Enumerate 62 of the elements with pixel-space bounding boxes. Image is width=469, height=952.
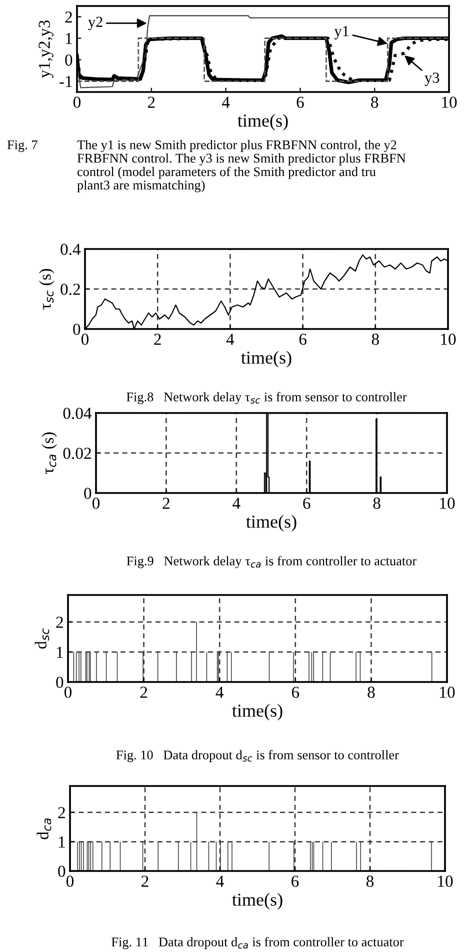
x-tick-label: 8 (371, 96, 378, 108)
y-tick-label: 1 (66, 33, 72, 44)
y-tick-label: 0.02 (63, 448, 91, 460)
x-tick-label: 2 (142, 876, 148, 887)
y-tick-label: 0.4 (60, 244, 81, 256)
caption: Fig.8 Network delay τ$_{sc}$ is from sensor to controller (126, 392, 407, 404)
x-tick-label: 4 (222, 96, 230, 108)
y-tick-label: 0.2 (60, 284, 80, 296)
x-tick-label: 10 (440, 686, 455, 698)
caption: Fig. 10 Data dropout d$_{sc}$ is from sensor to controller (116, 750, 399, 762)
x-tick-label: 2 (162, 498, 170, 509)
text: The y1 is new Smith predictor plus FRBFNN control, the y2 FRBFNN control. The y3 is new Smith predictor plus FRBFN control (model parameters of the Smith predictor and tru plant3 are mismatching) (77, 140, 406, 192)
line-series (77, 15, 449, 88)
y-tick-label: 0 (73, 324, 80, 335)
x-tick-label: 10 (442, 96, 457, 108)
x-tick-label: 4 (216, 876, 224, 887)
x-tick-label: 2 (154, 334, 161, 345)
x-axis-title: time(s) (241, 351, 292, 368)
x-tick-label: 6 (292, 876, 299, 887)
y-tick-label: 1 (58, 836, 65, 848)
x-tick-label: 8 (368, 686, 375, 698)
y-tick-label: 0 (65, 54, 72, 66)
x-tick-label: 6 (296, 96, 304, 108)
caption: Fig.9 Network delay τ$_{ca}$ is from controller to actuator (126, 556, 416, 568)
caption: Fig. 7 (7, 140, 38, 152)
x-axis-title: time(s) (232, 704, 282, 720)
y-tick-label: 1 (56, 646, 63, 658)
x-tick-label: 4 (232, 498, 240, 509)
annotation: y3 (424, 72, 440, 86)
x-tick-label: 10 (440, 498, 455, 509)
x-tick-label: 4 (226, 334, 234, 345)
x-tick-label: 10 (438, 876, 453, 887)
y-tick-label: 0 (58, 866, 66, 877)
y-tick-label: 0 (56, 676, 64, 688)
y-tick-label: 2 (65, 11, 72, 23)
x-tick-label: 8 (372, 334, 379, 345)
x-tick-label: 6 (292, 686, 300, 698)
annotation: y1 (334, 26, 349, 40)
x-tick-label: 8 (366, 876, 374, 887)
y-axis-title: τ$_{ca}$ (s) (42, 432, 57, 474)
x-tick-label: 0 (92, 498, 100, 509)
y-axis-title: τ$_{sc}$ (s) (39, 269, 54, 310)
y-axis-title: d$_{sc}$ (34, 628, 50, 649)
x-tick-label: 4 (216, 686, 224, 698)
y-tick-label: 2 (58, 807, 65, 818)
y-axis-title: y1,y2,y3 (38, 20, 54, 78)
y-axis-title: d$_{ca}$ (36, 818, 52, 840)
y-tick-label: 0 (84, 488, 92, 499)
x-tick-label: 10 (441, 334, 456, 345)
y-tick-label: -1 (60, 76, 72, 88)
x-tick-label: 6 (299, 334, 306, 345)
y-tick-label: 0.04 (63, 408, 92, 420)
x-tick-label: 6 (303, 498, 310, 509)
x-tick-label: 8 (373, 498, 380, 509)
x-axis-title: time(s) (246, 515, 296, 532)
caption: Fig. 11 Data dropout d$_{ca}$ is from controller to actuator (112, 937, 404, 950)
x-tick-label: 2 (140, 686, 148, 698)
x-axis-title: time(s) (238, 114, 288, 130)
x-axis-title: time(s) (232, 893, 282, 910)
x-tick-label: 2 (148, 96, 155, 108)
y-tick-label: 2 (56, 616, 63, 628)
annotation: y2 (88, 16, 102, 30)
